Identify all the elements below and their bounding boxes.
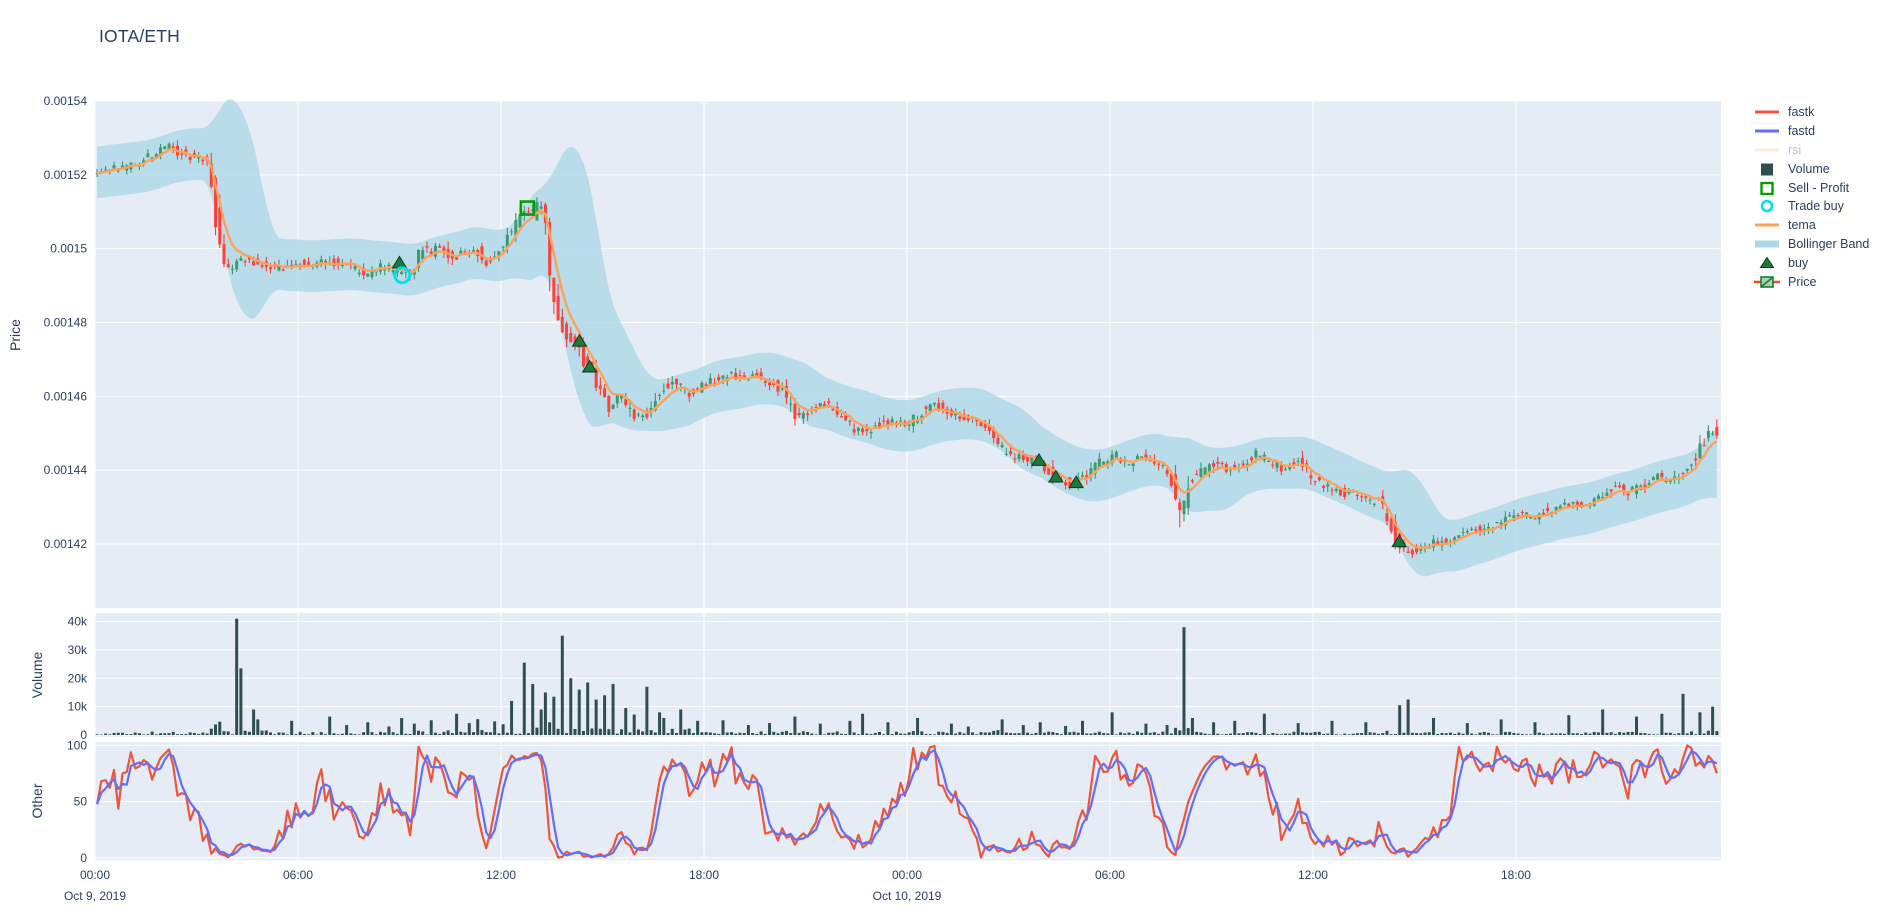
legend: fastk fastd rsi Volume Sell - Profit Trade bu…	[1752, 103, 1869, 291]
other-axis-title: Other	[29, 783, 45, 818]
legend-item-fastk[interactable]: fastk	[1752, 103, 1869, 122]
other-panel[interactable]	[95, 742, 1721, 860]
gridlines	[94, 100, 1721, 860]
volume-axis-title: Volume	[29, 651, 45, 698]
svg-text:12:00: 12:00	[486, 868, 516, 882]
svg-text:18:00: 18:00	[689, 868, 719, 882]
legend-item-tema[interactable]: tema	[1752, 216, 1869, 235]
buy-marker	[571, 333, 588, 347]
legend-item-volume[interactable]: Volume	[1752, 159, 1869, 178]
volume-glyph	[1761, 163, 1773, 176]
trade-markers	[391, 200, 1408, 548]
svg-text:00:00: 00:00	[80, 868, 110, 882]
page-title: IOTA/ETH	[99, 26, 180, 46]
fastk-glyph	[1755, 110, 1779, 114]
volume-panel[interactable]	[95, 613, 1721, 737]
svg-text:0.00142: 0.00142	[44, 537, 88, 551]
tema-glyph	[1755, 223, 1779, 227]
svg-text:06:00: 06:00	[283, 868, 313, 882]
svg-text:0.00154: 0.00154	[44, 94, 88, 108]
legend-label-tema: tema	[1788, 218, 1816, 233]
buy-marker	[1068, 475, 1085, 489]
svg-text:18:00: 18:00	[1501, 868, 1531, 882]
svg-text:50: 50	[74, 795, 88, 809]
svg-text:0: 0	[80, 728, 87, 742]
volume-bars	[95, 618, 1719, 736]
bollinger-band-area	[97, 99, 1717, 577]
fastk-line	[96, 744, 1718, 859]
legend-label-fastk: fastk	[1788, 105, 1815, 120]
buy-marker	[1031, 452, 1047, 466]
svg-text:12:00: 12:00	[1298, 868, 1328, 882]
svg-text:10k: 10k	[68, 700, 88, 714]
legend-label-rsi: rsi	[1788, 142, 1802, 157]
legend-item-rsi[interactable]: rsi	[1752, 141, 1869, 160]
svg-text:Oct 9, 2019: Oct 9, 2019	[64, 889, 126, 903]
sell-profit-glyph	[1760, 181, 1774, 195]
svg-text:100: 100	[67, 738, 87, 752]
legend-item-bollinger-band[interactable]: Bollinger Band	[1752, 235, 1869, 254]
svg-text:0.00152: 0.00152	[44, 168, 88, 182]
legend-label-sell-profit: Sell - Profit	[1788, 180, 1850, 195]
legend-label-fastd: fastd	[1788, 124, 1816, 139]
svg-text:20k: 20k	[68, 671, 88, 685]
legend-item-trade-buy[interactable]: Trade buy	[1752, 197, 1869, 216]
svg-text:0: 0	[80, 851, 87, 865]
svg-text:0.00146: 0.00146	[44, 389, 88, 403]
legend-item-sell-profit[interactable]: Sell - Profit	[1752, 178, 1869, 197]
legend-label-bollinger-band: Bollinger Band	[1788, 236, 1870, 251]
svg-text:0.00148: 0.00148	[44, 315, 88, 329]
svg-text:Oct 10, 2019: Oct 10, 2019	[873, 889, 942, 903]
sell-profit-marker	[519, 200, 536, 216]
legend-label-buy: buy	[1788, 255, 1809, 270]
candlestick-series	[95, 140, 1719, 558]
legend-label-volume: Volume	[1788, 161, 1830, 176]
buy-marker	[581, 359, 598, 373]
price-axis-title: Price	[7, 319, 23, 351]
buy-glyph	[1759, 256, 1775, 268]
svg-text:30k: 30k	[68, 643, 88, 657]
buy-marker	[1391, 534, 1408, 548]
trade-buy-glyph	[1760, 200, 1774, 213]
fastd-line	[96, 749, 1718, 858]
svg-text:00:00: 00:00	[892, 868, 922, 882]
legend-item-buy[interactable]: buy	[1752, 253, 1869, 272]
svg-text:06:00: 06:00	[1095, 868, 1125, 882]
legend-item-price[interactable]: Price	[1752, 272, 1869, 291]
svg-text:0.0015: 0.0015	[50, 242, 87, 256]
svg-text:0.00144: 0.00144	[44, 463, 88, 477]
legend-item-fastd[interactable]: fastd	[1752, 122, 1869, 141]
axis-labels: 0.00154 0.00152 0.0015 0.00148 0.00146 0.0014…	[7, 94, 1531, 903]
bollinger-band-glyph	[1755, 240, 1779, 248]
buy-marker	[1047, 469, 1064, 483]
tema-line	[96, 148, 1718, 549]
price-glyph	[1754, 275, 1780, 288]
trade-buy-marker	[393, 266, 412, 285]
rsi-glyph	[1755, 148, 1779, 152]
svg-text:40k: 40k	[68, 615, 88, 629]
fastd-glyph	[1755, 129, 1779, 133]
legend-label-trade-buy: Trade buy	[1788, 199, 1844, 214]
legend-label-price: Price	[1788, 274, 1817, 289]
